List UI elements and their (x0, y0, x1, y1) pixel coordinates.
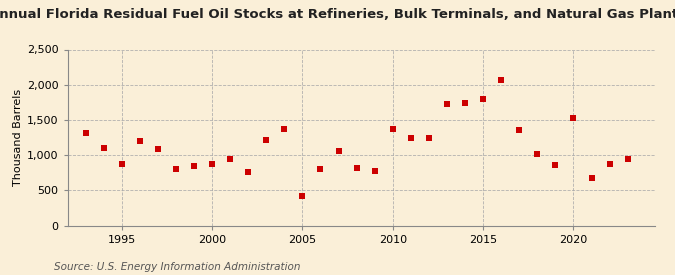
Point (369, 168, 380, 173)
Point (351, 166, 362, 170)
Point (550, 163, 561, 167)
Point (622, 157, 633, 161)
Point (586, 176, 597, 180)
Point (80, 131, 91, 136)
Point (297, 194, 308, 198)
Point (153, 147, 163, 152)
Point (478, 97, 489, 101)
Point (116, 161, 127, 166)
Point (188, 164, 199, 169)
Point (406, 136, 416, 141)
Point (423, 136, 434, 141)
Point (99, 146, 109, 150)
Point (514, 128, 524, 132)
Y-axis label: Thousand Barrels: Thousand Barrels (13, 89, 23, 186)
Text: Annual Florida Residual Fuel Oil Stocks at Refineries, Bulk Terminals, and Natur: Annual Florida Residual Fuel Oil Stocks … (0, 8, 675, 21)
Point (279, 127, 290, 131)
Point (333, 149, 344, 153)
Point (441, 102, 452, 107)
Point (243, 170, 254, 174)
Point (532, 152, 543, 156)
Point (207, 162, 217, 166)
Text: Source: U.S. Energy Information Administration: Source: U.S. Energy Information Administ… (54, 262, 300, 272)
Point (568, 116, 579, 120)
Point (604, 161, 615, 166)
Point (387, 127, 398, 131)
Point (225, 157, 236, 161)
Point (134, 139, 145, 143)
Point (460, 101, 470, 105)
Point (315, 167, 326, 171)
Point (495, 78, 506, 83)
Point (171, 167, 182, 171)
Point (261, 138, 271, 142)
